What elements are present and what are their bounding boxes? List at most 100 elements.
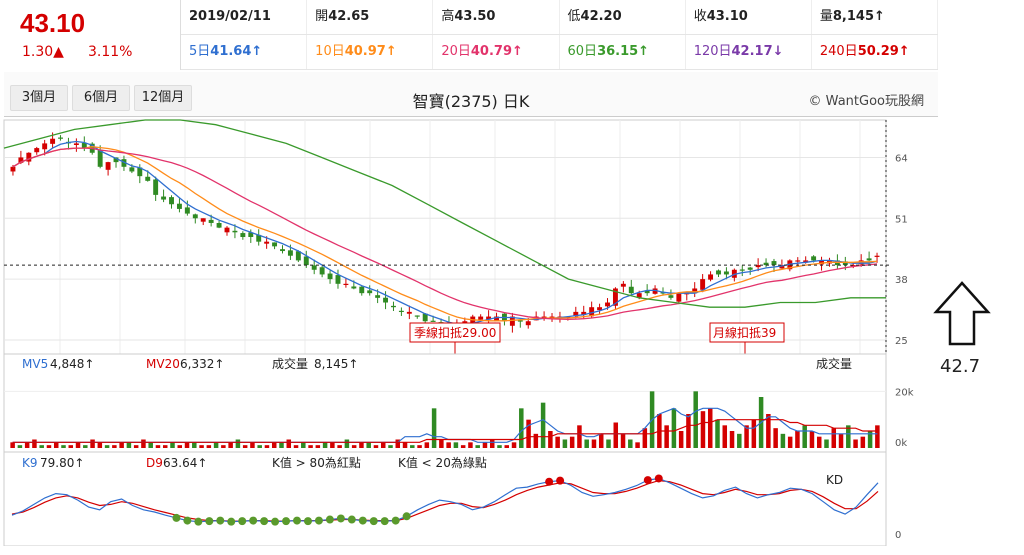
volume-bar <box>780 433 786 448</box>
candle-body <box>248 232 254 237</box>
candle-body <box>26 152 32 162</box>
k-value: 79.80↑ <box>40 456 84 470</box>
volume-bar <box>301 442 306 448</box>
k-oversold-dot <box>238 517 247 526</box>
volume-bar <box>104 445 110 448</box>
volume-bar <box>344 439 350 448</box>
volume-bar <box>584 439 589 448</box>
candle-body <box>18 157 24 163</box>
open-cell: 開42.65 <box>307 0 434 34</box>
k-oversold-dot <box>347 515 356 524</box>
candle-body <box>549 316 555 318</box>
volume-bar <box>737 433 742 448</box>
range-6m-button[interactable]: 6個月 <box>72 85 130 111</box>
volume-bar <box>141 439 146 448</box>
volume-bar <box>286 439 292 448</box>
volume-bar <box>24 442 30 448</box>
candle-body <box>97 149 103 167</box>
candle-body <box>200 218 206 222</box>
chart-toolbar: 3個月 6個月 12個月 智寶(2375) 日K © WantGoo玩股網 <box>4 72 938 117</box>
volume-bar <box>853 439 858 448</box>
volume-bar <box>112 445 117 448</box>
candle-body <box>763 262 769 266</box>
k-oversold-dot <box>303 517 312 526</box>
candle-body <box>81 143 87 149</box>
volume-bar <box>468 442 473 448</box>
price-tick-label: 38 <box>895 275 908 286</box>
volume-bar <box>373 445 379 448</box>
volume-tick-label: 0k <box>895 438 907 449</box>
candle-body <box>121 159 127 167</box>
volume-bar <box>148 442 153 448</box>
volume-bar <box>824 439 829 448</box>
volume-bar <box>257 445 262 448</box>
volume-bar <box>875 425 880 448</box>
candle-body <box>137 167 143 177</box>
candle-body <box>430 320 436 322</box>
monthly-deduction-label: 月線扣抵39 <box>713 325 776 340</box>
candle-body <box>486 316 492 320</box>
candle-body <box>628 286 634 294</box>
k-oversold-dot <box>282 517 291 526</box>
candle-body <box>272 242 278 247</box>
volume-bar <box>315 445 321 448</box>
volume-bar <box>489 439 495 448</box>
mv20-label: MV20 <box>146 357 180 371</box>
price-plot-area <box>3 119 887 355</box>
volume-bar <box>846 425 851 448</box>
price-tick-label: 64 <box>895 153 908 164</box>
candle-body <box>216 223 222 228</box>
k-green-note: K值 < 20為綠點 <box>398 455 487 470</box>
summary-grid: 2019/02/11 開42.65 高43.50 低42.20 收43.10 量… <box>181 0 939 70</box>
volume-bar <box>235 439 241 448</box>
volume-bar <box>707 408 713 448</box>
volume-bar <box>700 411 706 448</box>
candle-body <box>747 267 753 270</box>
candle-body <box>605 302 610 307</box>
range-3m-button[interactable]: 3個月 <box>10 85 68 111</box>
candle-body <box>422 313 428 322</box>
candle-body <box>73 143 79 145</box>
volume-bar <box>293 445 299 448</box>
k-overbought-dot <box>545 477 554 486</box>
volume-bar <box>642 428 648 448</box>
ma10-line <box>12 146 878 322</box>
candle-body <box>224 227 230 233</box>
site-credit: © WantGoo玩股網 <box>808 94 924 109</box>
volume-bar <box>504 445 510 448</box>
candle-body <box>819 260 825 265</box>
ma10-cell: 10日40.97↑ <box>307 35 434 69</box>
ma-row: 5日41.64↑ 10日40.97↑ 20日40.79↑ 60日36.15↑ 1… <box>181 35 939 70</box>
candle-body <box>50 138 56 144</box>
candle-body <box>295 251 301 261</box>
volume-bar <box>497 445 502 448</box>
candle-body <box>303 256 309 266</box>
ma60-line <box>3 119 886 308</box>
k-overbought-dot <box>654 474 663 483</box>
candle-body <box>509 316 515 326</box>
volume-bar <box>715 419 720 448</box>
candle-body <box>771 261 777 266</box>
candle-body <box>375 295 381 298</box>
candle-body <box>779 265 785 269</box>
date-cell: 2019/02/11 <box>181 0 308 34</box>
candle-body <box>351 286 357 289</box>
ma120-cell: 120日42.17↓ <box>686 35 812 69</box>
candle-body <box>240 233 246 237</box>
k-red-note: K值 > 80為紅點 <box>272 455 361 470</box>
candle-body <box>113 157 119 163</box>
candle-body <box>153 179 159 195</box>
candle-body <box>636 293 642 298</box>
range-12m-button[interactable]: 12個月 <box>134 85 192 111</box>
volume-bar <box>221 445 226 448</box>
volume-bar <box>606 439 611 448</box>
volume-bar <box>577 425 582 448</box>
volume-bar <box>729 431 735 448</box>
mv5-label: MV5 <box>22 357 48 371</box>
volume-bar <box>831 428 837 448</box>
volume-bar <box>424 442 430 448</box>
volume-bar <box>308 445 313 448</box>
d-value: 63.64↑ <box>163 456 207 470</box>
candle-body <box>383 297 389 303</box>
k-oversold-dot <box>369 517 378 526</box>
